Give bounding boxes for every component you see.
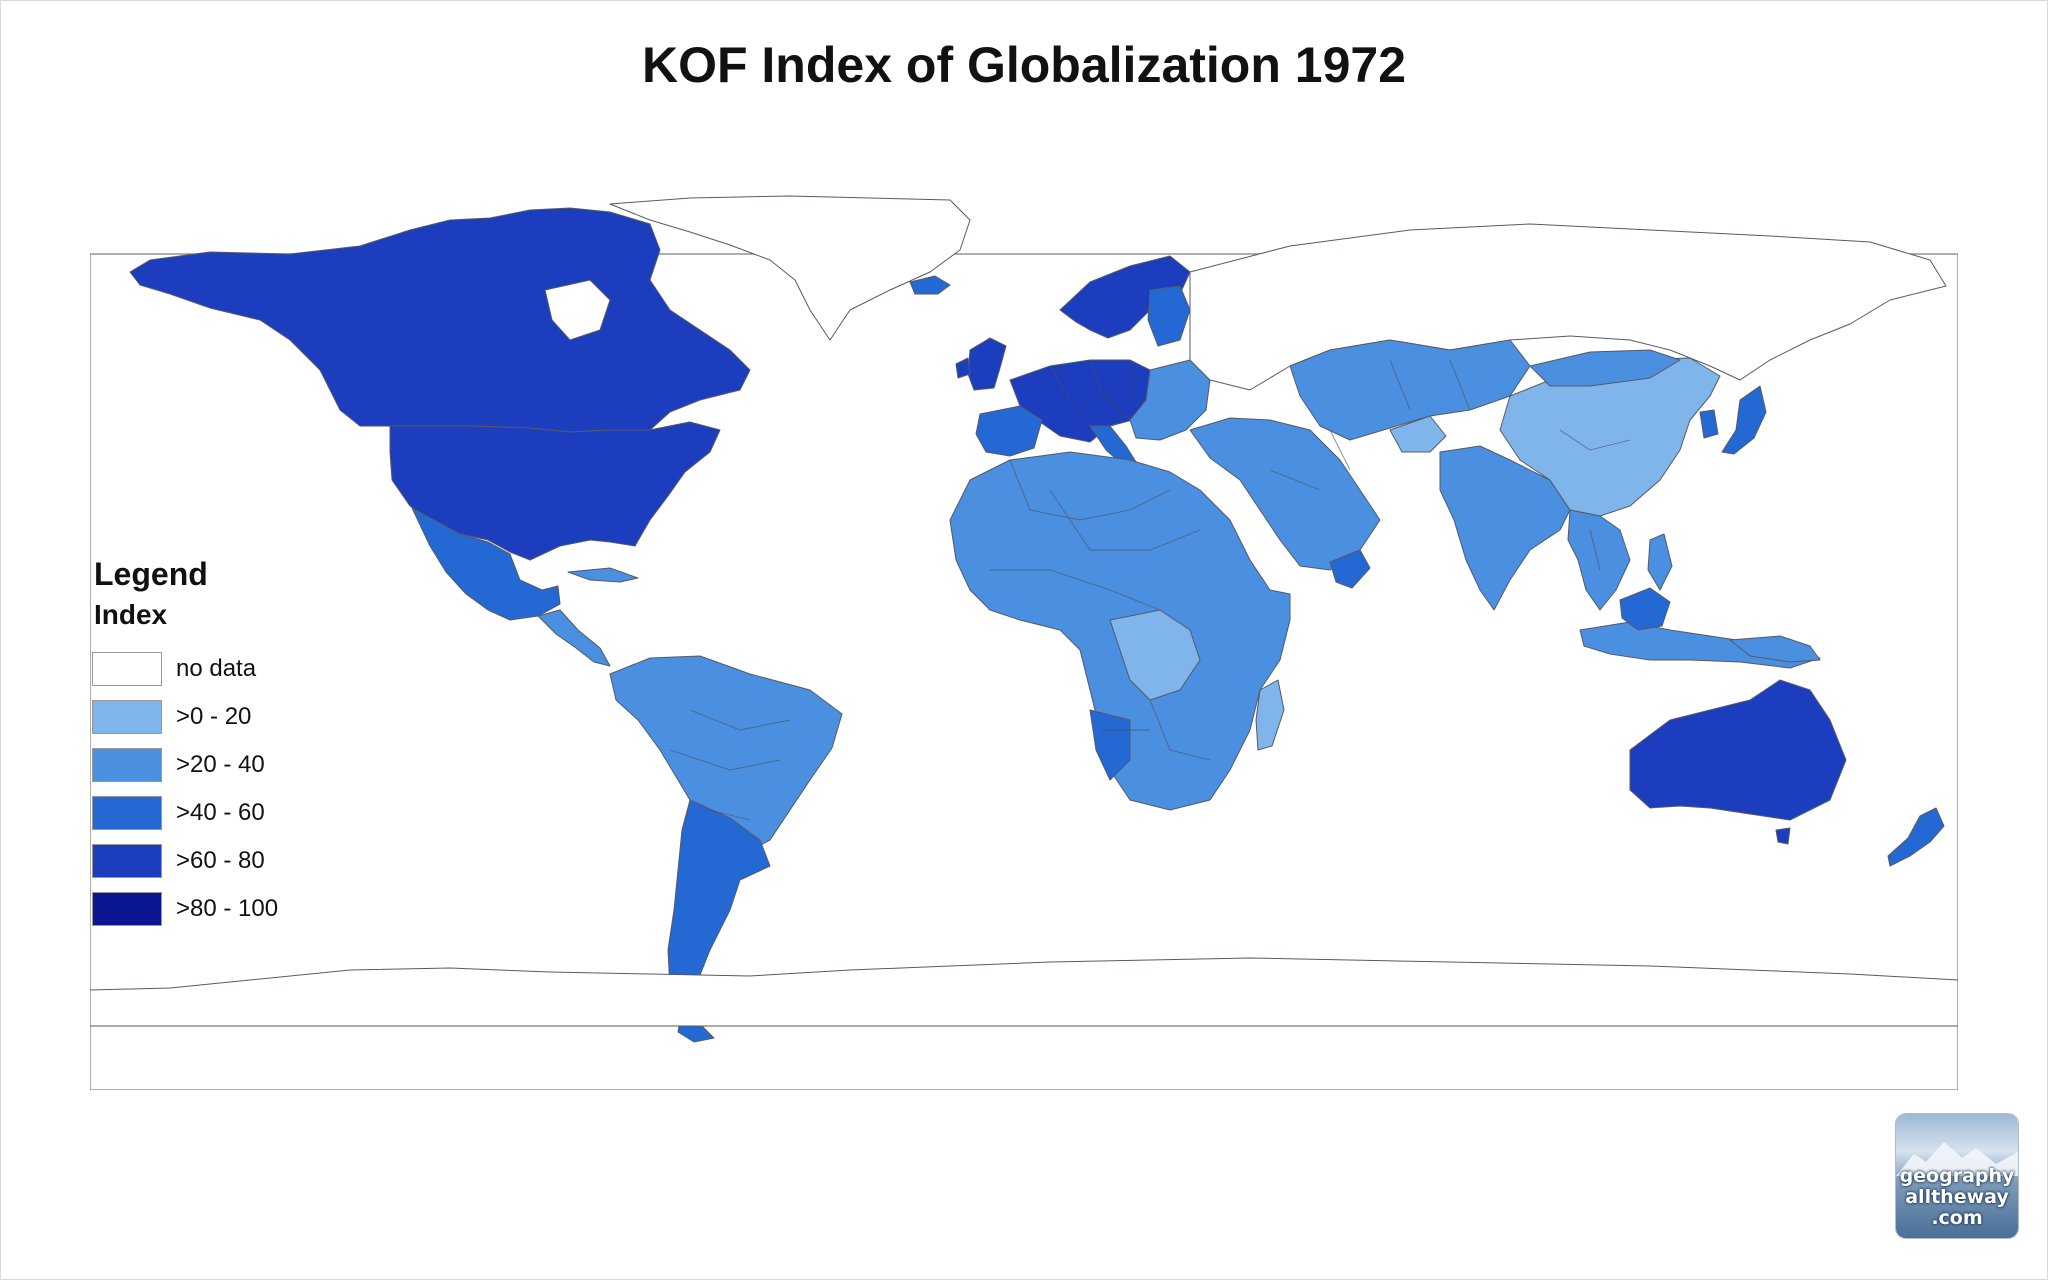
region-iceland[interactable] xyxy=(909,275,951,295)
legend-item-20-40: >20 - 40 xyxy=(92,741,352,789)
legend: Legend Index no data >0 - 20 >20 - 40 >4… xyxy=(92,556,352,933)
region-southeast-asia[interactable] xyxy=(1567,509,1631,611)
region-madagascar[interactable] xyxy=(1255,679,1285,751)
region-ireland[interactable] xyxy=(955,357,971,379)
region-south-america[interactable] xyxy=(609,655,843,857)
region-antarctica[interactable] xyxy=(90,957,1958,1027)
region-finland[interactable] xyxy=(1147,285,1191,347)
world-map xyxy=(90,190,1958,1090)
legend-item-40-60: >40 - 60 xyxy=(92,789,352,837)
region-new-zealand[interactable] xyxy=(1887,807,1945,867)
region-somalia[interactable] xyxy=(1329,549,1371,589)
legend-swatch xyxy=(92,652,162,686)
region-iberia[interactable] xyxy=(975,405,1043,457)
region-british-isles[interactable] xyxy=(967,337,1007,391)
watermark-line-2: alltheway xyxy=(1905,1186,2009,1208)
legend-label: >60 - 80 xyxy=(176,847,265,874)
legend-label: >80 - 100 xyxy=(176,895,279,922)
region-tasmania[interactable] xyxy=(1775,827,1791,845)
watermark-line-3: .com xyxy=(1931,1207,1983,1229)
region-greenland[interactable] xyxy=(609,195,971,341)
legend-item-80-100: >80 - 100 xyxy=(92,885,352,933)
legend-swatch xyxy=(92,748,162,782)
region-central-america[interactable] xyxy=(537,609,611,667)
region-borneo[interactable] xyxy=(1619,587,1671,631)
legend-label: no data xyxy=(176,655,257,682)
region-mongolia[interactable] xyxy=(1529,349,1681,387)
region-canada[interactable] xyxy=(129,207,751,433)
mountain-logo-icon xyxy=(1896,1142,2018,1176)
region-mexico[interactable] xyxy=(411,507,561,621)
watermark-line-1: geography xyxy=(1899,1165,2015,1187)
region-philippines[interactable] xyxy=(1647,533,1673,591)
region-afghanistan[interactable] xyxy=(1389,415,1447,453)
legend-subtitle: Index xyxy=(94,599,168,630)
legend-item-no-data: no data xyxy=(92,645,352,693)
region-japan[interactable] xyxy=(1721,385,1767,455)
world-map-svg xyxy=(90,195,1958,1090)
map-title: KOF Index of Globalization 1972 xyxy=(641,37,1406,93)
legend-item-0-20: >0 - 20 xyxy=(92,693,352,741)
legend-swatch xyxy=(92,844,162,878)
country-borders xyxy=(360,359,1631,821)
legend-label: >0 - 20 xyxy=(176,703,252,730)
legend-swatch xyxy=(92,892,162,926)
region-korea[interactable] xyxy=(1699,409,1719,439)
legend-swatch xyxy=(92,796,162,830)
region-new-guinea[interactable] xyxy=(1729,635,1821,663)
legend-label: >40 - 60 xyxy=(176,799,265,826)
legend-item-60-80: >60 - 80 xyxy=(92,837,352,885)
hudson-bay xyxy=(544,279,611,341)
region-namibia[interactable] xyxy=(1089,709,1131,781)
region-australia[interactable] xyxy=(1629,679,1847,821)
watermark-text: geography alltheway .com xyxy=(1896,1166,2018,1229)
region-india[interactable] xyxy=(1439,445,1571,611)
legend-swatch xyxy=(92,700,162,734)
region-dr-congo[interactable] xyxy=(1109,609,1201,701)
legend-label: >20 - 40 xyxy=(176,751,265,778)
legend-title: Legend xyxy=(94,556,208,592)
region-russia[interactable] xyxy=(1189,223,1947,391)
region-caribbean[interactable] xyxy=(567,567,639,583)
geographyalltheway-logo: geography alltheway .com xyxy=(1896,1114,2018,1238)
region-central-asia[interactable] xyxy=(1289,339,1531,441)
